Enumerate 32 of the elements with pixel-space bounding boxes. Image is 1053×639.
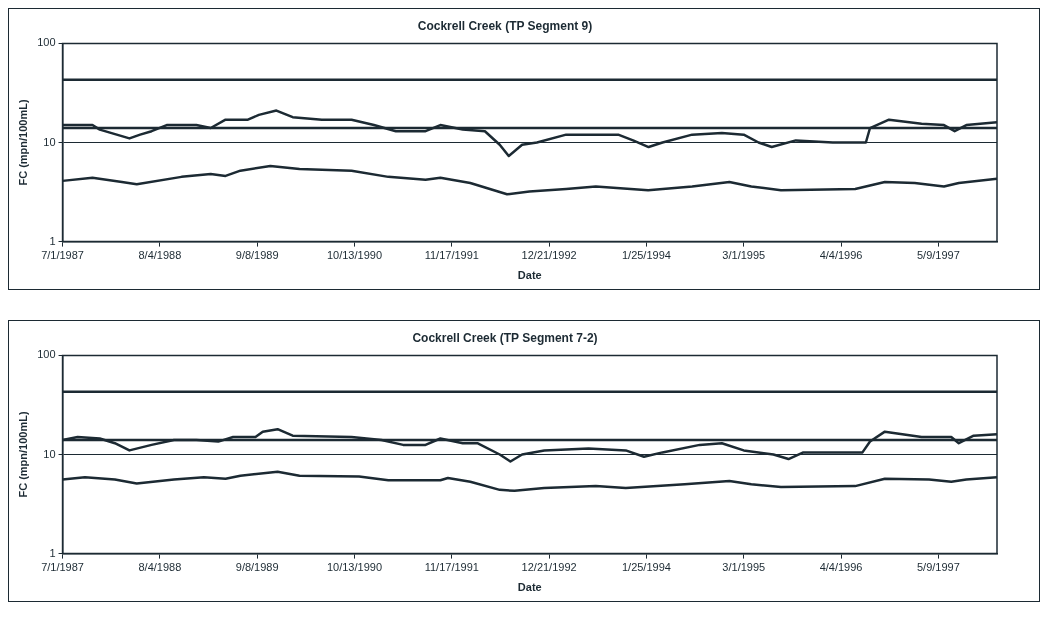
y-axis-title: FC (mpn/100mL): [16, 99, 29, 186]
x-tick-label: 11/17/1991: [424, 561, 479, 574]
y-axis-title: FC (mpn/100mL): [16, 411, 29, 498]
x-tick-label: 1/25/1994: [621, 249, 671, 262]
x-tick-label: 8/4/1988: [138, 249, 182, 262]
x-tick-label: 7/1/1987: [41, 561, 84, 574]
x-tick-label: 12/21/1992: [521, 561, 577, 574]
x-tick-label: 3/1/1995: [722, 249, 766, 262]
chart-title: Cockrell Creek (TP Segment 7-2): [412, 330, 598, 345]
x-axis-title: Date: [517, 269, 542, 282]
y-tick-label: 100: [37, 348, 56, 361]
x-axis-title: Date: [517, 581, 542, 594]
y-tick-label: 10: [43, 447, 56, 460]
x-tick-label: 10/13/1990: [326, 561, 383, 574]
chart-title: Cockrell Creek (TP Segment 9): [417, 18, 593, 33]
x-tick-label: 4/4/1996: [819, 561, 863, 574]
x-tick-label: 1/25/1994: [621, 561, 671, 574]
x-tick-label: 9/8/1989: [235, 561, 279, 574]
x-tick-label: 11/17/1991: [424, 249, 479, 262]
x-tick-label: 3/1/1995: [722, 561, 766, 574]
x-tick-label: 12/21/1992: [521, 249, 577, 262]
x-tick-label: 9/8/1989: [235, 249, 279, 262]
y-tick-label: 10: [43, 135, 56, 148]
x-tick-label: 10/13/1990: [326, 249, 383, 262]
y-tick-label: 1: [49, 546, 56, 559]
x-tick-label: 5/9/1997: [916, 249, 960, 262]
y-tick-label: 1: [49, 234, 56, 247]
x-tick-label: 8/4/1988: [138, 561, 182, 574]
y-tick-label: 100: [37, 36, 56, 49]
x-tick-label: 4/4/1996: [819, 249, 863, 262]
x-tick-label: 7/1/1987: [41, 249, 84, 262]
x-tick-label: 5/9/1997: [916, 561, 960, 574]
